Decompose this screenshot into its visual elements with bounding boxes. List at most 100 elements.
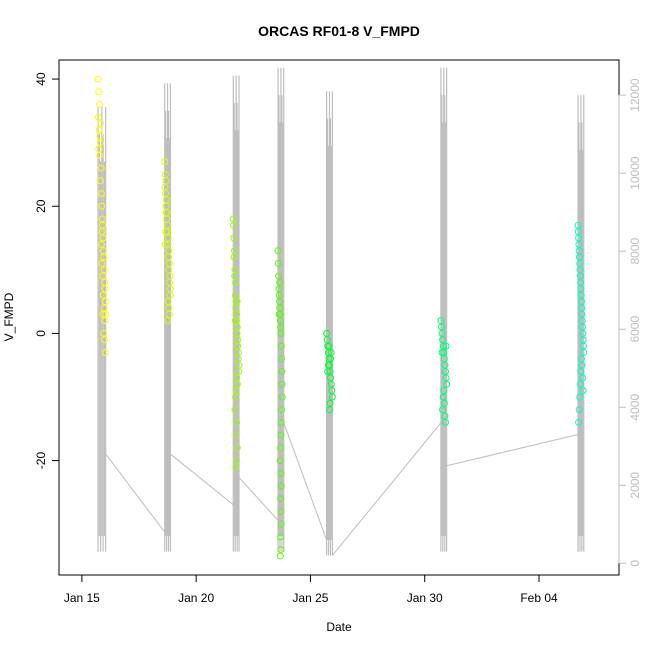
- data-point: [278, 393, 286, 401]
- data-point: [327, 348, 335, 356]
- data-point: [233, 444, 241, 452]
- y2-tick-label: 6000: [628, 316, 642, 343]
- altitude-connector: [331, 422, 442, 556]
- data-point: [443, 380, 451, 388]
- data-point: [98, 259, 106, 267]
- data-point: [441, 418, 449, 426]
- data-point: [233, 380, 241, 388]
- y-tick-label: 0: [34, 330, 48, 337]
- data-point: [232, 279, 240, 287]
- data-point: [278, 380, 286, 388]
- data-point: [96, 139, 104, 147]
- data-point: [99, 291, 107, 299]
- data-point: [94, 75, 102, 83]
- data-point: [277, 533, 285, 541]
- data-point: [442, 342, 450, 350]
- x-tick-label: Jan 15: [64, 591, 100, 605]
- data-point: [439, 393, 447, 401]
- data-point: [230, 253, 238, 261]
- data-points: [94, 75, 588, 560]
- data-point: [440, 399, 448, 407]
- data-point: [324, 368, 332, 376]
- data-point: [274, 247, 282, 255]
- data-point: [277, 482, 285, 490]
- data-point: [580, 348, 588, 356]
- altitude-connector: [446, 434, 579, 467]
- data-point: [162, 209, 170, 217]
- altitude-connector: [170, 453, 234, 506]
- data-point: [439, 406, 447, 414]
- data-point: [162, 228, 170, 236]
- data-point: [166, 291, 174, 299]
- data-point: [98, 202, 106, 210]
- data-point: [277, 444, 285, 452]
- data-point: [100, 253, 108, 261]
- x-axis: Jan 15 Jan 20 Jan 25 Jan 30 Feb 04: [64, 574, 558, 605]
- data-point: [275, 272, 283, 280]
- data-point: [231, 317, 239, 325]
- y2-tick-label: 12000: [628, 78, 642, 112]
- data-point: [277, 355, 285, 363]
- data-point: [232, 393, 240, 401]
- data-point: [165, 310, 173, 318]
- altitude-connector: [105, 453, 166, 533]
- data-point: [161, 158, 169, 166]
- y-tick-label: 40: [34, 72, 48, 86]
- y2-tick-label: 8000: [628, 238, 642, 265]
- data-point: [164, 317, 172, 325]
- data-point: [95, 88, 103, 96]
- x-tick-label: Jan 25: [292, 591, 328, 605]
- data-point: [161, 240, 169, 248]
- data-point: [578, 361, 586, 369]
- data-point: [274, 259, 282, 267]
- data-point: [100, 304, 108, 312]
- data-point: [97, 120, 105, 128]
- x-axis-label: Date: [326, 620, 352, 634]
- data-point: [576, 380, 584, 388]
- y-tick-label: -20: [34, 452, 48, 470]
- data-point: [277, 520, 285, 528]
- data-point: [579, 387, 587, 395]
- data-point: [230, 234, 238, 242]
- data-point: [277, 507, 285, 515]
- data-point: [575, 418, 583, 426]
- data-point: [101, 348, 109, 356]
- data-point: [233, 298, 241, 306]
- data-point: [275, 310, 283, 318]
- data-point: [96, 101, 104, 109]
- y2-tick-label: 4000: [628, 394, 642, 421]
- data-point: [96, 177, 104, 185]
- data-point: [231, 406, 239, 414]
- data-point: [96, 151, 104, 159]
- data-point: [99, 310, 107, 318]
- data-point: [277, 495, 285, 503]
- data-point: [277, 469, 285, 477]
- y2-tick-label: 2000: [628, 472, 642, 499]
- x-tick-label: Feb 04: [520, 591, 558, 605]
- data-point: [278, 368, 286, 376]
- data-point: [277, 329, 285, 337]
- altitude-series: [97, 67, 585, 556]
- data-point: [230, 221, 238, 229]
- altitude-connector: [283, 422, 328, 541]
- data-point: [98, 228, 106, 236]
- data-point: [235, 368, 243, 376]
- data-point: [101, 285, 109, 293]
- y-tick-label: 20: [34, 199, 48, 213]
- data-point: [232, 463, 240, 471]
- y-axis: -20 0 20 40: [34, 72, 60, 470]
- data-point: [97, 240, 105, 248]
- data-point: [276, 279, 284, 287]
- data-point: [276, 552, 284, 560]
- data-point: [277, 406, 285, 414]
- data-point: [97, 190, 105, 198]
- data-point: [276, 457, 284, 465]
- data-point: [101, 336, 109, 344]
- plot-frame: [58, 59, 620, 576]
- x-tick-label: Jan 20: [178, 591, 214, 605]
- data-point: [233, 418, 241, 426]
- data-point: [328, 393, 336, 401]
- data-point: [277, 546, 285, 554]
- data-point: [97, 164, 105, 172]
